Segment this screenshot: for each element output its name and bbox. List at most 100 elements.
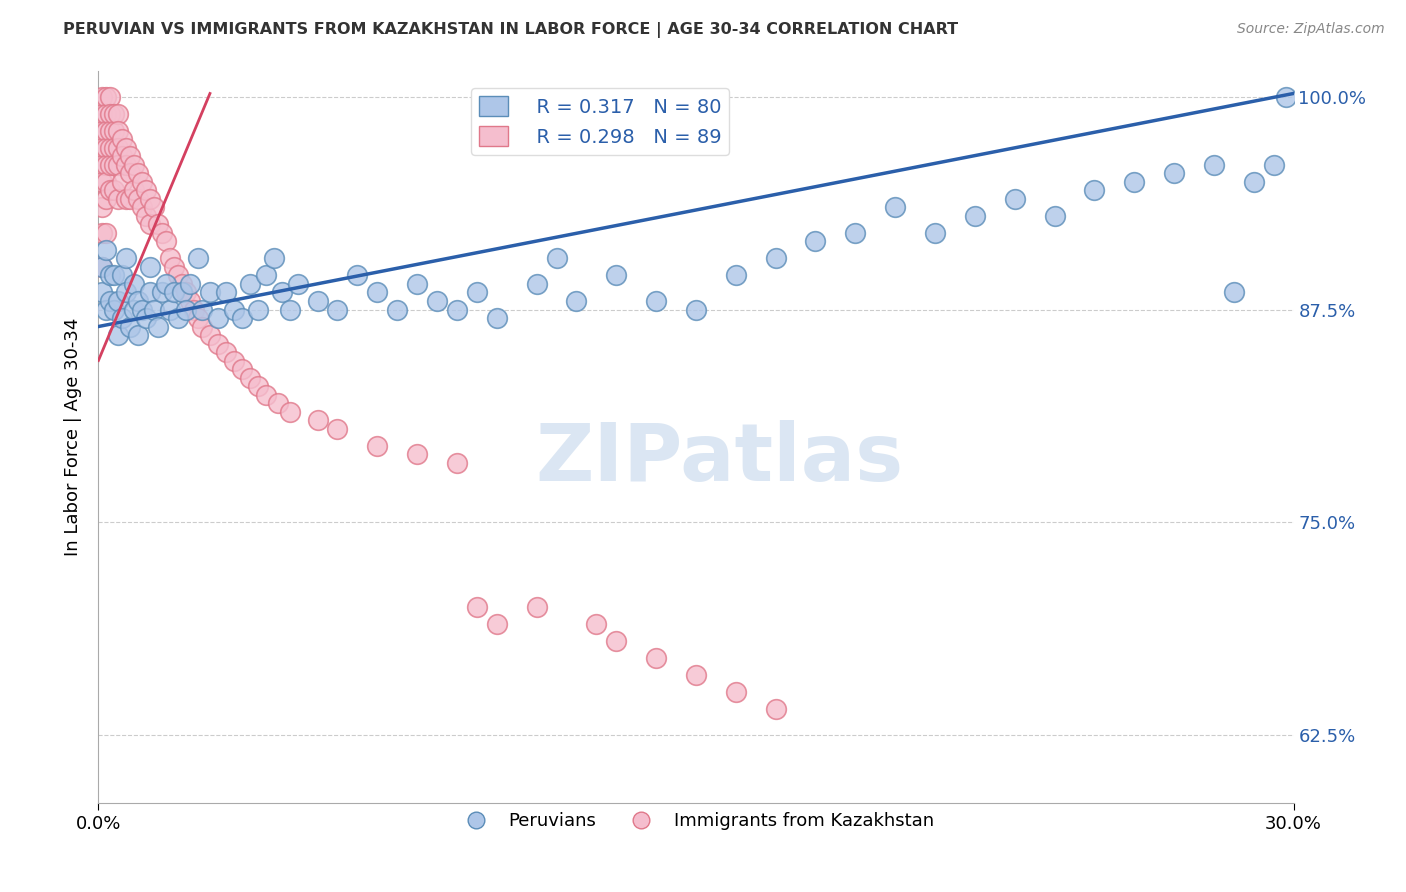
- Point: [446, 456, 468, 470]
- Point: [98, 183, 122, 197]
- Point: [98, 124, 122, 138]
- Point: [1083, 183, 1105, 197]
- Point: [406, 447, 429, 461]
- Point: [278, 404, 301, 418]
- Point: [366, 285, 388, 300]
- Point: [107, 141, 129, 155]
- Text: ZIPatlas: ZIPatlas: [536, 420, 904, 498]
- Point: [585, 617, 607, 632]
- Point: [267, 396, 290, 410]
- Point: [120, 319, 142, 334]
- Point: [127, 166, 149, 180]
- Point: [1043, 209, 1066, 223]
- Point: [187, 252, 209, 266]
- Point: [124, 158, 146, 172]
- Point: [231, 311, 253, 326]
- Point: [222, 302, 245, 317]
- Point: [131, 201, 153, 215]
- Point: [115, 252, 138, 266]
- Point: [139, 192, 162, 206]
- Point: [148, 319, 170, 334]
- Text: PERUVIAN VS IMMIGRANTS FROM KAZAKHSTAN IN LABOR FORCE | AGE 30-34 CORRELATION CH: PERUVIAN VS IMMIGRANTS FROM KAZAKHSTAN I…: [63, 22, 959, 38]
- Point: [765, 702, 787, 716]
- Point: [124, 183, 146, 197]
- Point: [107, 124, 129, 138]
- Point: [605, 268, 627, 283]
- Point: [215, 285, 238, 300]
- Point: [963, 209, 986, 223]
- Point: [159, 302, 181, 317]
- Point: [191, 319, 214, 334]
- Point: [198, 285, 221, 300]
- Point: [91, 260, 114, 274]
- Point: [127, 293, 149, 308]
- Point: [115, 285, 138, 300]
- Point: [485, 617, 508, 632]
- Point: [98, 158, 122, 172]
- Point: [231, 362, 253, 376]
- Point: [385, 302, 409, 317]
- Point: [884, 201, 907, 215]
- Point: [287, 277, 309, 291]
- Point: [163, 260, 186, 274]
- Point: [96, 158, 118, 172]
- Point: [270, 285, 292, 300]
- Point: [1202, 158, 1225, 172]
- Point: [91, 107, 114, 121]
- Point: [172, 285, 194, 300]
- Point: [96, 141, 118, 155]
- Point: [103, 183, 125, 197]
- Point: [96, 107, 118, 121]
- Point: [1004, 192, 1026, 206]
- Point: [107, 293, 129, 308]
- Point: [150, 285, 173, 300]
- Point: [844, 226, 866, 240]
- Point: [139, 260, 162, 274]
- Text: Source: ZipAtlas.com: Source: ZipAtlas.com: [1237, 22, 1385, 37]
- Point: [91, 201, 114, 215]
- Point: [111, 132, 134, 146]
- Point: [263, 252, 285, 266]
- Point: [222, 353, 245, 368]
- Point: [127, 328, 149, 343]
- Point: [111, 311, 134, 326]
- Point: [246, 379, 269, 393]
- Point: [115, 141, 138, 155]
- Point: [103, 302, 125, 317]
- Point: [131, 175, 153, 189]
- Point: [91, 124, 114, 138]
- Point: [526, 600, 548, 615]
- Point: [172, 277, 194, 291]
- Point: [187, 311, 209, 326]
- Point: [148, 218, 170, 232]
- Point: [124, 277, 146, 291]
- Point: [1123, 175, 1146, 189]
- Point: [254, 387, 277, 401]
- Point: [131, 302, 153, 317]
- Point: [96, 175, 118, 189]
- Point: [685, 668, 707, 682]
- Point: [724, 685, 747, 699]
- Point: [804, 235, 827, 249]
- Point: [645, 293, 668, 308]
- Point: [98, 268, 122, 283]
- Point: [127, 192, 149, 206]
- Point: [1263, 158, 1285, 172]
- Point: [135, 311, 157, 326]
- Point: [111, 175, 134, 189]
- Point: [124, 302, 146, 317]
- Point: [120, 166, 142, 180]
- Point: [120, 192, 142, 206]
- Point: [98, 141, 122, 155]
- Point: [98, 107, 122, 121]
- Point: [111, 268, 134, 283]
- Point: [326, 302, 349, 317]
- Point: [167, 268, 190, 283]
- Point: [96, 90, 118, 104]
- Y-axis label: In Labor Force | Age 30-34: In Labor Force | Age 30-34: [63, 318, 82, 557]
- Point: [91, 285, 114, 300]
- Point: [98, 293, 122, 308]
- Point: [103, 158, 125, 172]
- Point: [239, 277, 262, 291]
- Point: [174, 302, 197, 317]
